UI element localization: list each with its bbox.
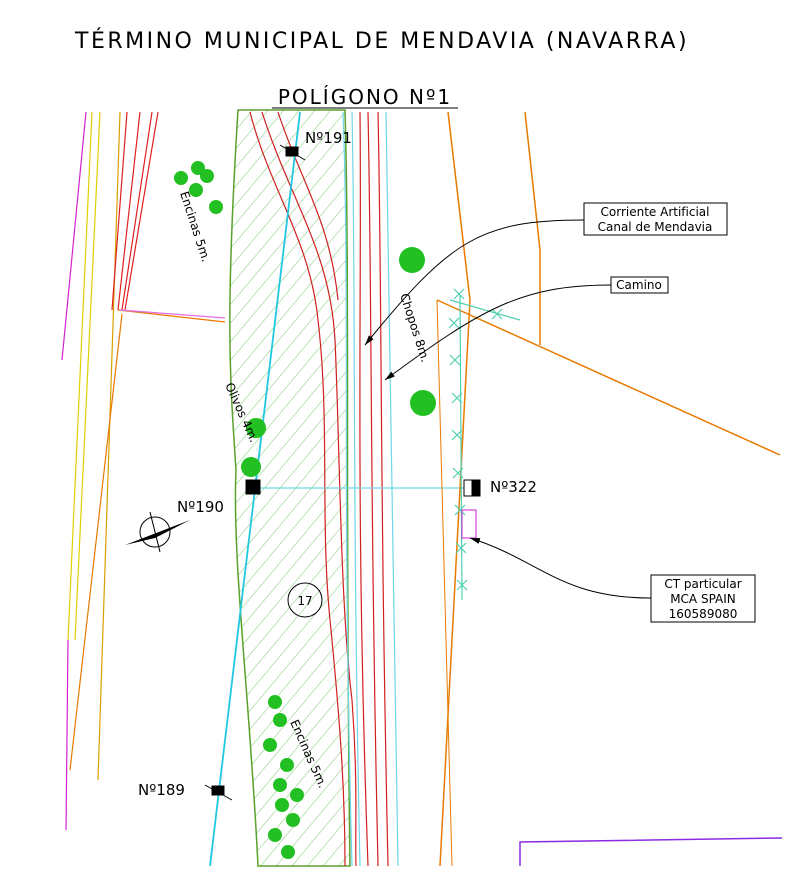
trees-part xyxy=(280,758,294,772)
north-arrow xyxy=(125,512,190,552)
vegetation-label: Encinas 5m. xyxy=(177,190,213,264)
map-title: TÉRMINO MUNICIPAL DE MENDAVIA (NAVARRA) xyxy=(74,28,689,54)
callout-text: Camino xyxy=(616,278,662,292)
point-markers-part xyxy=(212,786,224,795)
point-label: Nº189 xyxy=(138,781,185,799)
point-markers-part xyxy=(286,147,298,156)
trees-part xyxy=(410,390,436,416)
callout-text: 160589080 xyxy=(669,607,738,621)
trees-part xyxy=(268,695,282,709)
trees-part xyxy=(273,778,287,792)
canal-lines-part xyxy=(386,112,398,866)
trees-part xyxy=(273,713,287,727)
callout-text: Canal de Mendavia xyxy=(598,220,713,234)
trees-part xyxy=(241,457,261,477)
parcel-number: 17 xyxy=(297,594,312,608)
trees-part xyxy=(174,171,188,185)
left-road-part xyxy=(66,640,68,830)
right-road-part xyxy=(437,300,780,455)
canal-lines-part xyxy=(378,112,388,866)
callout-leaders-part xyxy=(470,538,651,598)
left-road-part xyxy=(118,310,225,322)
trees-part xyxy=(263,738,277,752)
trees-part xyxy=(209,200,223,214)
map-subtitle: POLÍGONO Nº1 xyxy=(278,85,452,109)
trees-part xyxy=(286,813,300,827)
vegetation-label: Chopos 8m. xyxy=(397,292,432,364)
left-road-part xyxy=(120,310,225,318)
callout-leaders xyxy=(365,220,651,598)
trees-part xyxy=(268,828,282,842)
point-label: Nº322 xyxy=(490,478,537,496)
trees-part xyxy=(399,247,425,273)
point-label: Nº191 xyxy=(305,129,352,147)
callout-text: Corriente Artificial xyxy=(601,205,710,219)
boundary xyxy=(520,838,782,866)
canal-lines-part xyxy=(368,112,378,866)
callout-text: MCA SPAIN xyxy=(670,592,736,606)
point-markers-part xyxy=(246,480,260,494)
north-arrow-part xyxy=(150,512,160,552)
trees-part xyxy=(275,798,289,812)
left-road-part xyxy=(70,314,122,770)
point-markers-part xyxy=(472,480,480,496)
trees-part xyxy=(281,845,295,859)
canal-lines-part xyxy=(360,112,368,866)
canal-lines-part xyxy=(352,112,360,866)
right-road-part xyxy=(525,112,540,345)
trees-part xyxy=(290,788,304,802)
callout-text: CT particular xyxy=(664,577,741,591)
left-road-part xyxy=(125,112,158,310)
left-road-part xyxy=(68,112,92,640)
left-road-part xyxy=(98,112,120,780)
cad-map: TÉRMINO MUNICIPAL DE MENDAVIA (NAVARRA) … xyxy=(0,0,795,876)
trees-part xyxy=(200,169,214,183)
point-label: Nº190 xyxy=(177,498,224,516)
callout-leaders-part xyxy=(365,220,584,345)
